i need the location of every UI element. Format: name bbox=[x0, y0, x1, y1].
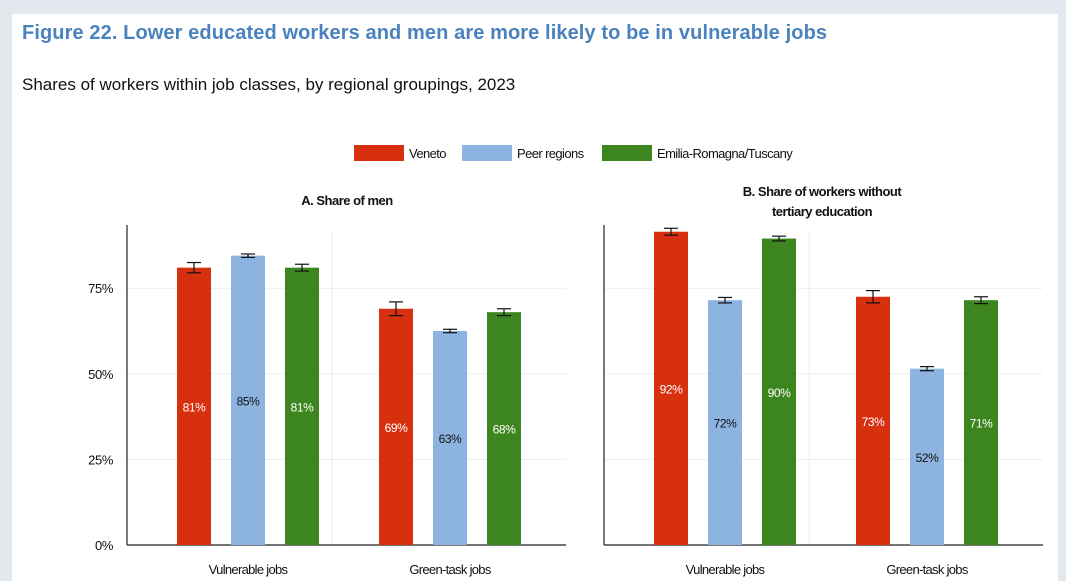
data-label: 69% bbox=[385, 421, 409, 435]
bar bbox=[285, 267, 319, 545]
x-tick-label: Vulnerable jobs bbox=[209, 562, 289, 577]
panel-title: B. Share of workers without bbox=[743, 184, 903, 199]
bar bbox=[856, 296, 890, 545]
data-label: 90% bbox=[768, 386, 792, 400]
figure-title: Figure 22. Lower educated workers and me… bbox=[22, 22, 828, 44]
panel-title: A. Share of men bbox=[301, 193, 393, 208]
data-label: 81% bbox=[291, 400, 315, 414]
data-label: 92% bbox=[660, 382, 684, 396]
legend-swatch bbox=[354, 145, 404, 161]
bar bbox=[964, 300, 998, 545]
figure-subtitle: Shares of workers within job classes, by… bbox=[22, 75, 516, 94]
data-label: 52% bbox=[916, 451, 940, 465]
legend-label: Veneto bbox=[409, 146, 446, 161]
bar bbox=[433, 331, 467, 545]
data-label: 63% bbox=[439, 432, 463, 446]
y-tick-label: 0% bbox=[95, 538, 114, 553]
data-label: 71% bbox=[970, 417, 994, 431]
data-label: 85% bbox=[237, 394, 261, 408]
x-tick-label: Green-task jobs bbox=[886, 562, 968, 577]
data-label: 73% bbox=[862, 415, 886, 429]
legend-swatch bbox=[462, 145, 512, 161]
y-tick-label: 75% bbox=[88, 281, 114, 296]
data-label: 72% bbox=[714, 417, 738, 431]
bar bbox=[910, 368, 944, 545]
legend-label: Emilia-Romagna/Tuscany bbox=[657, 146, 793, 161]
bar bbox=[708, 300, 742, 545]
x-tick-label: Green-task jobs bbox=[409, 562, 491, 577]
bar bbox=[231, 255, 265, 545]
y-tick-label: 50% bbox=[88, 367, 114, 382]
y-tick-label: 25% bbox=[88, 452, 114, 467]
bar bbox=[487, 312, 521, 545]
bar bbox=[762, 238, 796, 545]
data-label: 81% bbox=[183, 400, 207, 414]
bar bbox=[177, 267, 211, 545]
bar bbox=[654, 231, 688, 545]
x-tick-label: Vulnerable jobs bbox=[686, 562, 766, 577]
data-label: 68% bbox=[493, 423, 517, 437]
legend-swatch bbox=[602, 145, 652, 161]
panel-title: tertiary education bbox=[772, 204, 873, 219]
legend-label: Peer regions bbox=[517, 146, 585, 161]
bar bbox=[379, 308, 413, 545]
